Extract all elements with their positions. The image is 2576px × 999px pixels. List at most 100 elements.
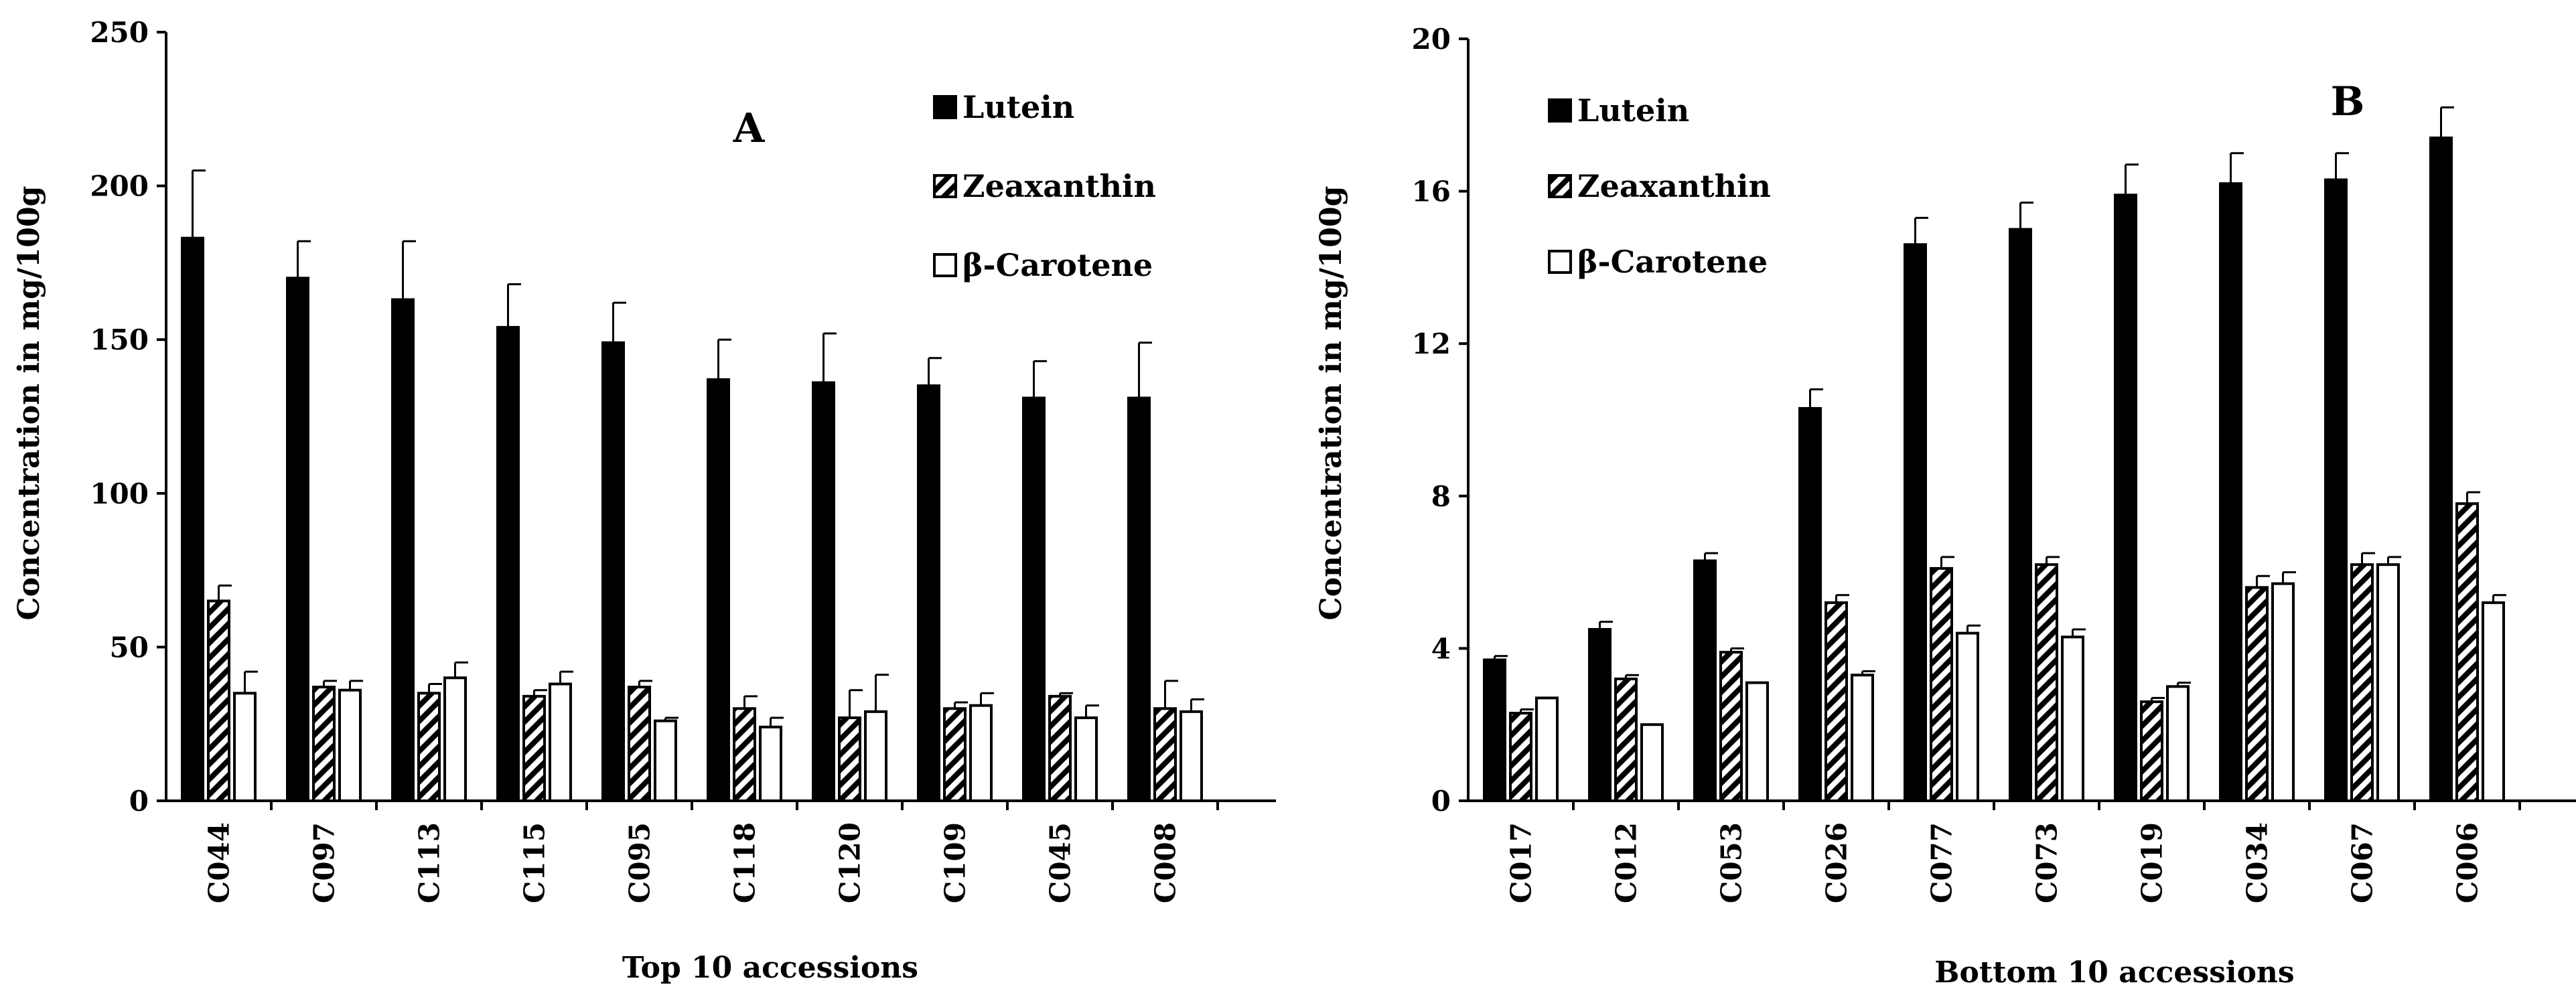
- bar-hatch: [2245, 586, 2269, 802]
- legend-swatch: [1548, 174, 1572, 198]
- panel-label: A: [733, 105, 766, 152]
- bar-open: [2482, 601, 2505, 802]
- legend-label: Lutein: [962, 89, 1074, 125]
- bar-open: [654, 719, 677, 803]
- bar-open: [1745, 681, 1769, 802]
- bar-solid: [1693, 559, 1717, 803]
- y-tick-label: 200: [90, 170, 149, 203]
- bar-solid: [2429, 136, 2453, 802]
- bar-hatch: [628, 686, 651, 802]
- bar-solid: [1127, 396, 1151, 802]
- bar-open: [2166, 685, 2190, 803]
- bar-hatch: [2455, 502, 2479, 802]
- x-axis-label: Bottom 10 accessions: [1934, 955, 2294, 990]
- x-tick-label: C120: [834, 822, 867, 903]
- bar-open: [1851, 674, 1874, 802]
- bar-hatch: [2350, 563, 2374, 802]
- bar-hatch: [733, 707, 756, 802]
- bar-hatch: [838, 716, 861, 802]
- bar-open: [233, 692, 257, 803]
- chart-panel-b: Concentration in mg/100g Bottom 10 acces…: [1314, 23, 2576, 990]
- bar-open: [759, 725, 782, 802]
- y-tick-label: 0: [129, 785, 149, 818]
- x-tick-label: C017: [1505, 822, 1538, 903]
- chart-panel-a: Concentration in mg/100g Top 10 accessio…: [12, 16, 1276, 985]
- bar-solid: [2009, 228, 2032, 802]
- bar-solid: [496, 325, 520, 803]
- x-tick-label: C097: [308, 822, 341, 903]
- legend-swatch: [1548, 250, 1572, 274]
- y-tick-label: 8: [1431, 480, 1451, 513]
- x-tick-label: C113: [413, 822, 446, 903]
- y-tick-label: 250: [90, 16, 149, 49]
- legend-label: β-Carotene: [962, 247, 1153, 283]
- x-tick-label: C006: [2451, 822, 2484, 903]
- bar-solid: [2219, 182, 2242, 803]
- x-axis-label: Top 10 accessions: [622, 951, 918, 985]
- bar-hatch: [1614, 677, 1638, 802]
- y-tick-label: 16: [1412, 175, 1451, 208]
- x-tick-label: C012: [1610, 822, 1643, 903]
- y-tick-label: 12: [1412, 327, 1451, 360]
- legend-label: Zeaxanthin: [962, 168, 1156, 204]
- bar-hatch: [522, 694, 546, 802]
- x-tick-label: C067: [2346, 822, 2379, 903]
- bar-solid: [917, 384, 940, 802]
- bar-hatch: [1824, 601, 1848, 802]
- y-tick-label: 150: [90, 323, 149, 356]
- bar-solid: [391, 298, 415, 802]
- y-axis-label: Concentration in mg/100g: [12, 186, 46, 621]
- x-tick-label: C118: [729, 822, 762, 903]
- bar-open: [1179, 710, 1203, 803]
- x-tick-label: C109: [939, 822, 972, 903]
- bar-solid: [707, 378, 730, 802]
- bar-solid: [1022, 396, 1046, 802]
- bar-open: [549, 682, 572, 803]
- x-tick-label: C008: [1149, 822, 1182, 903]
- bar-hatch: [1509, 712, 1532, 802]
- bar-open: [443, 676, 467, 802]
- bar-hatch: [207, 599, 230, 803]
- legend-label: Lutein: [1577, 92, 1689, 129]
- bar-hatch: [2035, 563, 2058, 802]
- legend-label: Zeaxanthin: [1577, 168, 1771, 204]
- legend-swatch: [1548, 98, 1572, 123]
- x-tick-label: C045: [1044, 822, 1077, 903]
- bar-hatch: [312, 686, 336, 802]
- bar-open: [2061, 635, 2084, 803]
- x-tick-label: C115: [518, 822, 551, 903]
- bar-solid: [1483, 658, 1506, 802]
- x-tick-label: C077: [1926, 822, 1958, 903]
- bar-solid: [286, 277, 309, 802]
- x-tick-label: C073: [2031, 822, 2064, 903]
- bar-open: [864, 710, 887, 803]
- bar-hatch: [1153, 707, 1177, 802]
- bar-open: [2271, 582, 2295, 802]
- x-tick-label: C044: [203, 822, 236, 903]
- legend-swatch: [933, 253, 957, 277]
- bar-open: [969, 704, 993, 802]
- panel-label: B: [2331, 78, 2365, 125]
- x-tick-label: C034: [2241, 822, 2274, 903]
- y-tick-label: 50: [110, 631, 149, 664]
- bar-solid: [1904, 243, 1927, 802]
- bar-hatch: [417, 692, 441, 803]
- x-tick-label: C053: [1715, 822, 1748, 903]
- bar-open: [1535, 696, 1559, 802]
- x-tick-label: C095: [624, 822, 656, 903]
- bar-open: [1074, 716, 1098, 802]
- bar-open: [1956, 631, 1979, 803]
- y-tick-label: 4: [1431, 632, 1451, 665]
- y-tick-label: 20: [1412, 23, 1451, 56]
- y-tick-label: 100: [90, 477, 149, 510]
- bar-solid: [2324, 178, 2348, 802]
- bar-hatch: [1048, 694, 1072, 802]
- x-tick-label: C019: [2136, 822, 2169, 903]
- y-tick-label: 0: [1431, 785, 1451, 818]
- bar-hatch: [1930, 566, 1953, 802]
- legend-swatch: [933, 174, 957, 198]
- bar-solid: [1798, 406, 1822, 802]
- bar-hatch: [2140, 700, 2163, 803]
- bar-open: [1640, 723, 1664, 802]
